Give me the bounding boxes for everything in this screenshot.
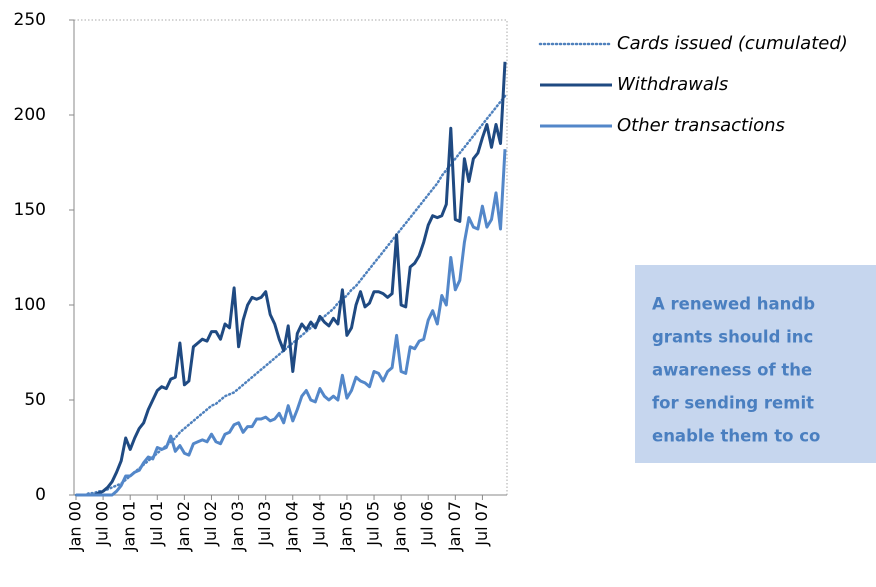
note-line: for sending remit (652, 394, 814, 413)
legend-label: Withdrawals (617, 74, 728, 95)
x-tick-label: Jul 07 (472, 501, 491, 547)
note-line: grants should inc (652, 328, 813, 347)
note-line: A renewed handb (652, 295, 815, 314)
x-tick-label: Jan 02 (174, 501, 193, 552)
legend-label: Cards issued (cumulated) (617, 33, 848, 54)
x-tick-label: Jul 03 (255, 501, 274, 547)
x-tick-label: Jan 03 (228, 501, 247, 552)
x-tick-label: Jan 06 (391, 501, 410, 552)
x-tick-label: Jul 01 (147, 501, 166, 547)
y-tick-label: 250 (14, 10, 46, 30)
note-line: enable them to co (652, 427, 820, 446)
x-tick-label: Jul 04 (309, 501, 328, 547)
x-tick-label: Jan 01 (120, 501, 139, 552)
x-tick-label: Jul 02 (201, 501, 220, 547)
x-tick-label: Jul 00 (93, 501, 112, 547)
x-tick-label: Jan 07 (445, 501, 464, 552)
y-tick-label: 100 (14, 295, 46, 315)
x-tick-label: Jan 05 (336, 501, 355, 552)
x-tick-label: Jul 06 (418, 501, 437, 547)
x-tick-label: Jan 00 (66, 501, 85, 552)
plot-border (73, 19, 508, 496)
x-tick-label: Jan 04 (282, 501, 301, 552)
y-tick-label: 50 (24, 390, 46, 410)
y-tick-label: 200 (14, 105, 46, 125)
legend-label: Other transactions (617, 115, 785, 136)
series-line (76, 61, 507, 497)
y-tick-label: 0 (35, 485, 46, 505)
x-tick-label: Jul 05 (364, 501, 383, 547)
series-line (76, 149, 507, 497)
note-line: awareness of the (652, 361, 812, 380)
note-box (635, 265, 876, 463)
y-tick-label: 150 (14, 200, 46, 220)
